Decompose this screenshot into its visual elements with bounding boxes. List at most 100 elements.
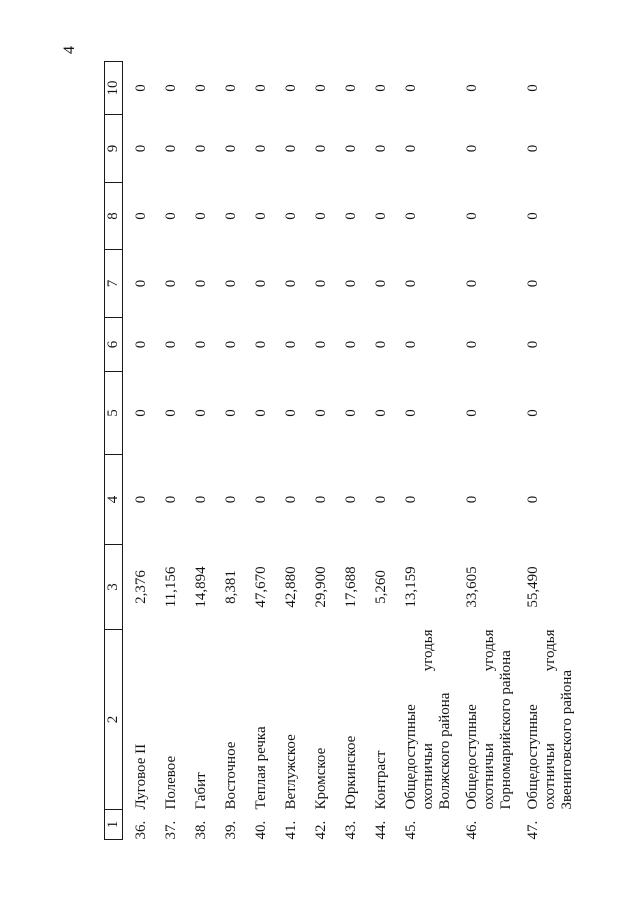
- area-value-cell: 13,159: [402, 566, 419, 608]
- table-row: 40. Теплая речка 47,670 0 0 0 0 0 0 0: [243, 62, 273, 839]
- zero-value-cell: 0: [402, 279, 419, 288]
- zero-value-cell: 0: [312, 495, 329, 504]
- column-header-5: 5: [104, 371, 123, 455]
- area-value-cell: 55,490: [524, 566, 541, 608]
- name-cell: Юркинское: [333, 630, 363, 810]
- table-row: 43. Юркинское 17,688 0 0 0 0 0 0 0: [333, 62, 363, 840]
- row-number-cell: 45.: [402, 820, 419, 840]
- zero-value-cell: 0: [192, 340, 209, 349]
- zero-value-cell: 0: [463, 409, 480, 417]
- zero-value-cell: 0: [133, 144, 149, 153]
- row-number-cell: 42.: [312, 820, 329, 840]
- zero-value-cell: 0: [342, 212, 359, 220]
- zero-value-cell: 0: [402, 409, 419, 417]
- name-cell: Контраст: [363, 630, 393, 810]
- area-value-cell: 17,688: [342, 566, 359, 608]
- zero-value-cell: 0: [133, 84, 149, 92]
- table-row: 38. Габит 14,894 0 0 0 0 0 0 0: [183, 62, 213, 839]
- zero-value-cell: 0: [162, 340, 179, 349]
- zero-value-cell: 0: [222, 279, 239, 288]
- zero-value-cell: 0: [252, 212, 269, 220]
- zero-value-cell: 0: [524, 212, 541, 220]
- name-line: Кромское: [312, 747, 329, 810]
- zero-value-cell: 0: [372, 144, 389, 153]
- table-row: 47. Общедоступные охотничьи угодья Звениговс…: [515, 62, 576, 839]
- zero-value-cell: 0: [192, 84, 209, 92]
- name-cell: Общедоступные охотничьи угодья Горномарийск…: [454, 630, 515, 810]
- zero-value-cell: 0: [222, 409, 239, 417]
- name-line-justified: охотничьи угодья: [542, 630, 559, 810]
- name-line: Контраст: [372, 750, 389, 810]
- zero-value-cell: 0: [252, 409, 269, 417]
- name-cell: Полевое: [153, 630, 183, 810]
- zero-value-cell: 0: [463, 84, 480, 92]
- zero-value-cell: 0: [192, 144, 209, 153]
- zero-value-cell: 0: [342, 144, 359, 153]
- rotated-table-container: 1 2 3 4 5 6 7 8 9 10 36. Луговое II 2,376 0…: [104, 61, 575, 840]
- zero-value-cell: 0: [463, 495, 480, 504]
- zero-value-cell: 0: [402, 144, 419, 153]
- zero-value-cell: 0: [282, 84, 299, 92]
- name-line-right: угодья: [480, 629, 497, 672]
- row-number-cell: 43.: [342, 820, 359, 840]
- name-line: Полевое: [162, 755, 179, 810]
- name-line: Волжского района: [436, 692, 453, 810]
- table-body: 36. Луговое II 2,376 0 0 0 0 0 0 0 37. Полевое 11,15…: [123, 62, 576, 840]
- zero-value-cell: 0: [463, 340, 480, 349]
- zero-value-cell: 0: [524, 84, 541, 92]
- zero-value-cell: 0: [133, 340, 149, 349]
- row-number-cell: 41.: [282, 820, 299, 840]
- table-header: 1 2 3 4 5 6 7 8 9 10: [104, 61, 123, 840]
- zero-value-cell: 0: [162, 409, 179, 417]
- name-cell: Общедоступные охотничьи угодья Волжского ра…: [393, 630, 454, 810]
- zero-value-cell: 0: [133, 212, 149, 220]
- zero-value-cell: 0: [282, 144, 299, 153]
- zero-value-cell: 0: [252, 340, 269, 349]
- name-line: Звениговского района: [558, 669, 575, 810]
- name-line: Общедоступные: [463, 704, 480, 810]
- zero-value-cell: 0: [524, 279, 541, 288]
- column-header-9: 9: [104, 114, 123, 183]
- column-header-2: 2: [104, 629, 123, 810]
- area-value-cell: 2,376: [133, 570, 149, 604]
- table-row: 46. Общедоступные охотничьи угодья Горномари…: [454, 62, 515, 839]
- table-row: 37. Полевое 11,156 0 0 0 0 0 0 0: [153, 62, 183, 839]
- name-line: Общедоступные: [524, 704, 541, 810]
- zero-value-cell: 0: [252, 279, 269, 288]
- name-line: Ветлужское: [282, 734, 299, 810]
- area-value-cell: 5,260: [372, 570, 389, 604]
- hunting-grounds-table: 1 2 3 4 5 6 7 8 9 10 36. Луговое II 2,376 0…: [104, 61, 576, 840]
- column-header-4: 4: [104, 454, 123, 545]
- column-header-1: 1: [104, 809, 123, 840]
- area-value-cell: 14,894: [192, 566, 209, 608]
- name-line-left: охотничьи: [480, 743, 497, 810]
- zero-value-cell: 0: [162, 212, 179, 220]
- zero-value-cell: 0: [252, 84, 269, 92]
- table-row: 39. Восточное 8,381 0 0 0 0 0 0 0: [213, 62, 243, 839]
- name-line-justified: охотничьи угодья: [420, 630, 437, 810]
- zero-value-cell: 0: [133, 409, 149, 417]
- zero-value-cell: 0: [252, 144, 269, 153]
- zero-value-cell: 0: [162, 84, 179, 92]
- zero-value-cell: 0: [372, 409, 389, 417]
- zero-value-cell: 0: [372, 495, 389, 504]
- zero-value-cell: 0: [524, 495, 541, 504]
- zero-value-cell: 0: [133, 495, 149, 504]
- area-value-cell: 8,381: [222, 570, 239, 604]
- zero-value-cell: 0: [402, 495, 419, 504]
- zero-value-cell: 0: [192, 409, 209, 417]
- name-cell: Кромское: [303, 630, 333, 810]
- name-cell: Восточное: [213, 630, 243, 810]
- name-line: Горномарийского района: [497, 650, 514, 810]
- column-header-8: 8: [104, 182, 123, 250]
- zero-value-cell: 0: [133, 279, 149, 288]
- zero-value-cell: 0: [402, 212, 419, 220]
- zero-value-cell: 0: [524, 144, 541, 153]
- row-number-cell: 44.: [372, 820, 389, 840]
- zero-value-cell: 0: [192, 279, 209, 288]
- zero-value-cell: 0: [192, 212, 209, 220]
- zero-value-cell: 0: [222, 340, 239, 349]
- table-row: 41. Ветлужское 42,880 0 0 0 0 0 0 0: [273, 62, 303, 840]
- zero-value-cell: 0: [162, 279, 179, 288]
